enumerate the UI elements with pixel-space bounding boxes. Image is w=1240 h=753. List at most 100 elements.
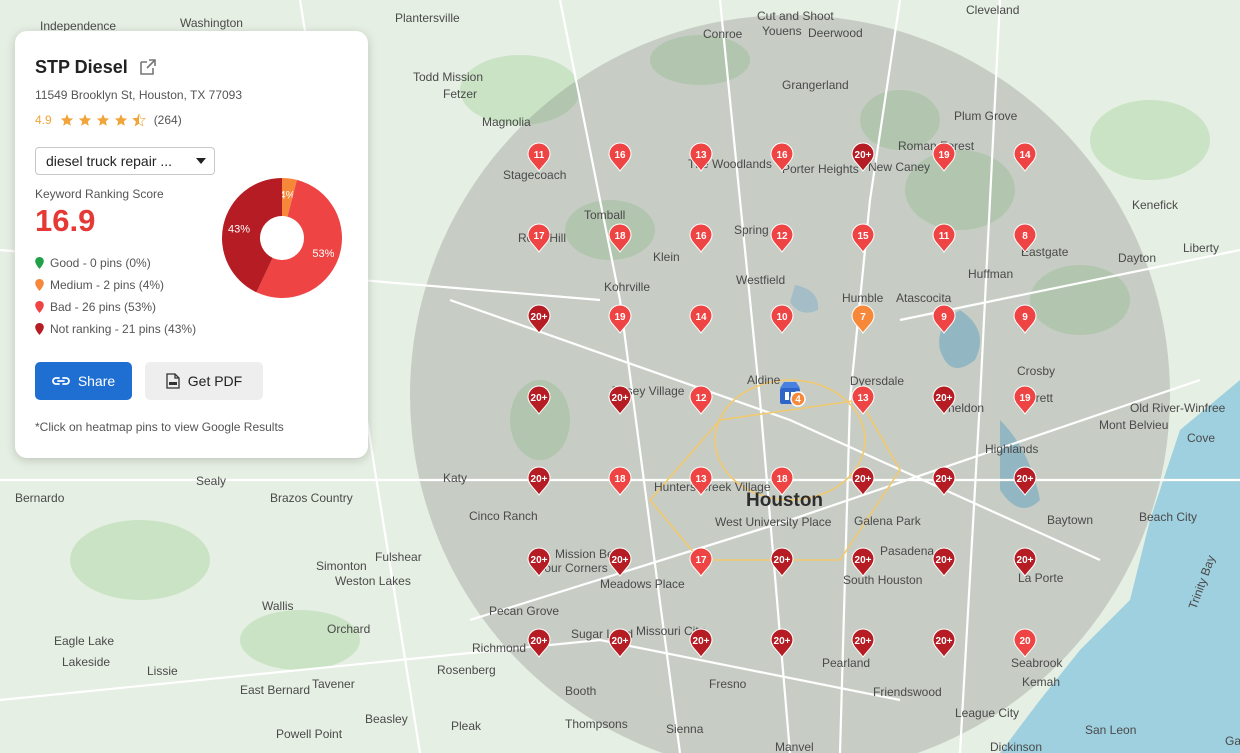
svg-text:Humble: Humble	[842, 291, 884, 305]
heatmap-pin[interactable]: 20+	[608, 385, 632, 415]
svg-text:Liberty: Liberty	[1183, 241, 1219, 255]
heatmap-pin[interactable]: 20+	[770, 547, 794, 577]
business-info-card: STP Diesel 11549 Brooklyn St, Houston, T…	[15, 31, 368, 458]
svg-text:Fetzer: Fetzer	[443, 87, 477, 101]
svg-text:New Caney: New Caney	[868, 160, 930, 174]
heatmap-pin[interactable]: 20+	[932, 385, 956, 415]
star-icon	[60, 114, 73, 126]
svg-text:Kenefick: Kenefick	[1132, 198, 1179, 212]
town-labels: Independence Washington Plantersville Cu…	[15, 3, 1240, 753]
heatmap-pin[interactable]: 18	[770, 466, 794, 496]
heatmap-pin[interactable]: 7	[851, 304, 875, 334]
heatmap-pin[interactable]: 9	[1013, 304, 1037, 334]
svg-text:14: 14	[695, 312, 707, 323]
heatmap-pin[interactable]: 13	[689, 142, 713, 172]
svg-text:Plum Grove: Plum Grove	[954, 109, 1018, 123]
heatmap-pin[interactable]: 20+	[689, 628, 713, 658]
svg-text:20+: 20+	[531, 312, 548, 323]
heatmap-pin[interactable]: 20+	[851, 547, 875, 577]
heatmap-pin[interactable]: 20+	[932, 547, 956, 577]
heatmap-pin[interactable]: 9	[932, 304, 956, 334]
orange-pin-icon	[35, 279, 44, 291]
star-icon	[78, 114, 91, 126]
svg-text:West University Place: West University Place	[715, 515, 832, 529]
svg-text:20+: 20+	[612, 393, 629, 404]
svg-text:Friendswood: Friendswood	[873, 685, 942, 699]
heatmap-pin[interactable]: 20+	[1013, 466, 1037, 496]
heatmap-pin[interactable]: 12	[770, 223, 794, 253]
svg-text:Pasadena: Pasadena	[880, 544, 934, 558]
heatmap-pin[interactable]: 20+	[527, 547, 551, 577]
heatmap-pin[interactable]: 18	[608, 466, 632, 496]
svg-text:Baytown: Baytown	[1047, 513, 1093, 527]
heatmap-pin[interactable]: 16	[608, 142, 632, 172]
heatmap-pin[interactable]: 20+	[1013, 547, 1037, 577]
svg-text:Conroe: Conroe	[703, 27, 743, 41]
heatmap-pin[interactable]: 10	[770, 304, 794, 334]
heatmap-pin[interactable]: 20+	[851, 142, 875, 172]
heatmap-pin[interactable]: 19	[1013, 385, 1037, 415]
svg-text:Independence: Independence	[40, 19, 116, 33]
link-icon	[51, 377, 70, 385]
heatmap-pin[interactable]: 14	[689, 304, 713, 334]
heatmap-pin[interactable]: 13	[851, 385, 875, 415]
heatmap-pin[interactable]: 20+	[770, 628, 794, 658]
svg-text:19: 19	[938, 150, 950, 161]
svg-text:Washington: Washington	[180, 16, 243, 30]
heatmap-pin[interactable]: 20+	[527, 466, 551, 496]
svg-text:Weston Lakes: Weston Lakes	[335, 574, 411, 588]
heatmap-pin[interactable]: 20+	[932, 466, 956, 496]
svg-text:South Houston: South Houston	[843, 573, 922, 587]
heatmap-pin[interactable]: 20+	[527, 385, 551, 415]
heatmap-pin[interactable]: 20+	[608, 547, 632, 577]
heatmap-pin[interactable]: 18	[608, 223, 632, 253]
svg-text:Kemah: Kemah	[1022, 675, 1060, 689]
heatmap-pin[interactable]: 20+	[851, 628, 875, 658]
heatmap-pin[interactable]: 20+	[851, 466, 875, 496]
rating-row: 4.9 (264)	[35, 113, 182, 127]
get-pdf-button[interactable]: Get PDF	[145, 362, 263, 400]
svg-text:Galveston Bay: Galveston Bay	[1225, 734, 1240, 748]
heatmap-pin[interactable]: 12	[689, 385, 713, 415]
heatmap-pin[interactable]: 15	[851, 223, 875, 253]
svg-text:Powell Point: Powell Point	[276, 727, 343, 741]
heatmap-pin[interactable]: 13	[689, 466, 713, 496]
heatmap-pin[interactable]: 11	[932, 223, 956, 253]
heatmap-pin[interactable]: 16	[770, 142, 794, 172]
heatmap-pin[interactable]: 20+	[527, 628, 551, 658]
heatmap-pin[interactable]: 19	[932, 142, 956, 172]
heatmap-pin[interactable]: 20+	[932, 628, 956, 658]
svg-text:16: 16	[695, 231, 707, 242]
heatmap-pin[interactable]: 20+	[608, 628, 632, 658]
heatmap-pin[interactable]: 19	[608, 304, 632, 334]
share-button[interactable]: Share	[35, 362, 132, 400]
heatmap-pin[interactable]: 11	[527, 142, 551, 172]
heatmap-pin[interactable]: 20+	[527, 304, 551, 334]
heatmap-pin[interactable]: 17	[689, 547, 713, 577]
svg-text:Hunters Creek Village: Hunters Creek Village	[654, 480, 771, 494]
svg-text:Houston: Houston	[746, 490, 823, 511]
heatmap-pin[interactable]: 8	[1013, 223, 1037, 253]
heatmap-pin[interactable]: 14	[1013, 142, 1037, 172]
svg-text:Katy: Katy	[443, 471, 467, 485]
svg-text:20+: 20+	[855, 150, 872, 161]
heatmap-pin[interactable]: 17	[527, 223, 551, 253]
svg-text:Bernardo: Bernardo	[15, 491, 65, 505]
svg-text:20+: 20+	[693, 636, 710, 647]
svg-text:15: 15	[857, 231, 869, 242]
svg-text:Pearland: Pearland	[822, 656, 870, 670]
svg-text:Seabrook: Seabrook	[1011, 656, 1063, 670]
svg-text:9: 9	[941, 312, 947, 323]
keyword-select[interactable]: diesel truck repair ...	[35, 147, 215, 175]
svg-text:20+: 20+	[855, 474, 872, 485]
svg-text:Kohrville: Kohrville	[604, 280, 650, 294]
external-link-icon[interactable]	[138, 57, 158, 77]
rank-badge	[790, 391, 806, 407]
legend-item-bad: Bad - 26 pins (53%)	[35, 296, 196, 318]
heatmap-pin[interactable]: 16	[689, 223, 713, 253]
svg-text:Beasley: Beasley	[365, 712, 408, 726]
donut-label: 43%	[228, 223, 250, 235]
heatmap-pin[interactable]: 20	[1013, 628, 1037, 658]
business-marker[interactable]: 4	[780, 382, 806, 407]
